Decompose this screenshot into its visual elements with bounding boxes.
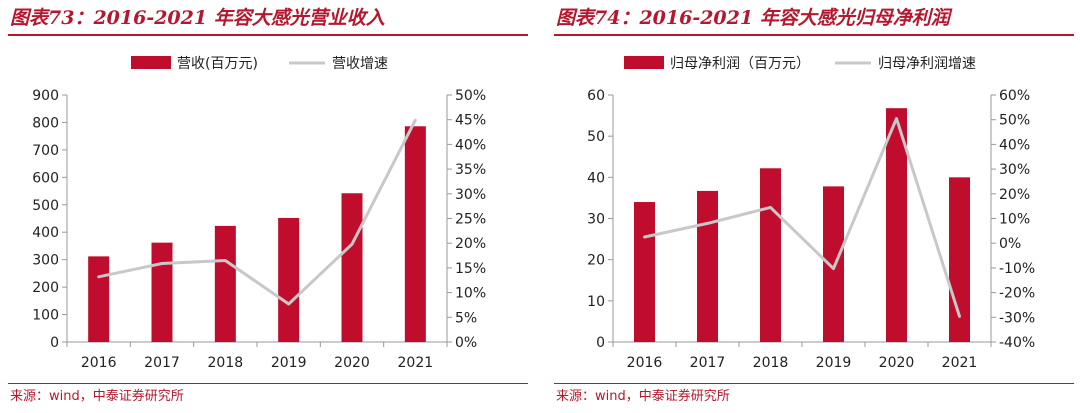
right-tick-label: 10% [999,212,1030,228]
right-tick-label: 25% [455,212,486,228]
source-divider [554,383,1074,384]
bar-2020 [341,193,363,342]
x-tick-label: 2019 [271,355,307,371]
growth-line [643,117,961,318]
right-tick-label: 20% [999,187,1030,203]
bar-2017 [151,242,173,342]
left-tick-label: 800 [32,115,59,131]
source-divider [8,383,528,384]
x-tick-label: 2021 [942,355,978,371]
left-tick-label: 0 [596,335,605,351]
legend-bar-label: 归母净利润（百万元） [670,55,810,72]
revenue-chart: 0 100 200 300 400 500 600 700 800 900 0% 5% 10% 15% 20… [32,56,486,371]
bar-2018 [214,225,236,342]
left-tick-label: 500 [32,198,59,214]
right-tick-label: 50% [999,113,1030,129]
bar-2016 [634,202,655,342]
net-profit-chart: 0 10 20 30 40 50 60 -40% -30% -20% -10% 0% 10% 20% 30%… [587,55,1035,371]
legend-bar-swatch [131,56,171,69]
right-tick-label: 0% [999,236,1021,252]
left-tick-label: 600 [32,170,59,186]
left-tick-label: 900 [32,88,59,104]
left-tick-label: 10 [587,294,605,310]
bar-2019 [278,217,300,342]
left-tick-label: 60 [587,88,605,104]
right-tick-label: 15% [455,261,486,277]
chart-title: 图表74：2016-2021 年容大感光归母净利润 [556,7,950,29]
right-tick-label: 30% [999,162,1030,178]
right-tick-label: -40% [999,335,1035,351]
x-tick-label: 2019 [816,355,852,371]
x-tick-label: 2020 [879,355,915,371]
left-tick-label: 50 [587,129,605,145]
title-divider [554,34,1074,36]
bar-2021 [404,126,426,342]
right-tick-label: 10% [455,286,486,302]
left-tick-label: 40 [587,170,605,186]
right-tick-label: 60% [999,88,1030,104]
left-tick-label: 200 [32,280,59,296]
right-tick-label: -10% [999,261,1035,277]
left-tick-label: 700 [32,143,59,159]
chart-title: 图表73：2016-2021 年容大感光营业收入 [10,7,385,29]
source-note: 来源：wind，中泰证券研究所 [556,389,730,404]
legend-line-label: 归母净利润增速 [878,55,976,72]
left-tick-label: 400 [32,225,59,241]
x-tick-label: 2018 [208,355,244,371]
x-tick-label: 2016 [627,355,663,371]
growth-line [97,118,417,306]
x-tick-label: 2021 [398,355,434,371]
left-tick-label: 100 [32,308,59,324]
title-divider [8,34,528,36]
x-tick-label: 2017 [144,355,180,371]
left-tick-label: 30 [587,212,605,228]
right-tick-label: 40% [999,137,1030,153]
bar-2018 [760,168,781,342]
legend-line-label: 营收增速 [332,56,388,72]
x-tick-label: 2016 [81,355,117,371]
bar-2020 [886,108,907,342]
bar-2019 [823,186,844,342]
right-tick-label: 30% [455,187,486,203]
right-tick-label: 35% [455,162,486,178]
legend-bar-label: 营收(百万元) [177,56,258,72]
right-tick-label: 40% [455,137,486,153]
left-tick-label: 300 [32,253,59,269]
right-tick-label: 0% [455,335,477,351]
x-tick-label: 2017 [690,355,726,371]
revenue-chart-panel: 图表73：2016-2021 年容大感光营业收入 0 100 200 300 400 50… [0,0,534,413]
right-tick-label: 50% [455,88,486,104]
bar-2016 [88,256,110,342]
right-tick-label: -30% [999,310,1035,326]
legend-bar-swatch [624,56,664,69]
right-tick-label: 45% [455,113,486,129]
bar-2017 [697,190,718,342]
net-profit-chart-panel: 图表74：2016-2021 年容大感光归母净利润 0 10 20 30 40 50 60 -… [546,0,1080,413]
right-tick-label: 5% [455,310,477,326]
right-tick-label: 20% [455,236,486,252]
right-tick-label: -20% [999,286,1035,302]
x-tick-label: 2020 [334,355,370,371]
left-tick-label: 0 [50,335,59,351]
source-note: 来源：wind，中泰证券研究所 [10,389,184,404]
left-tick-label: 20 [587,253,605,269]
x-tick-label: 2018 [753,355,789,371]
